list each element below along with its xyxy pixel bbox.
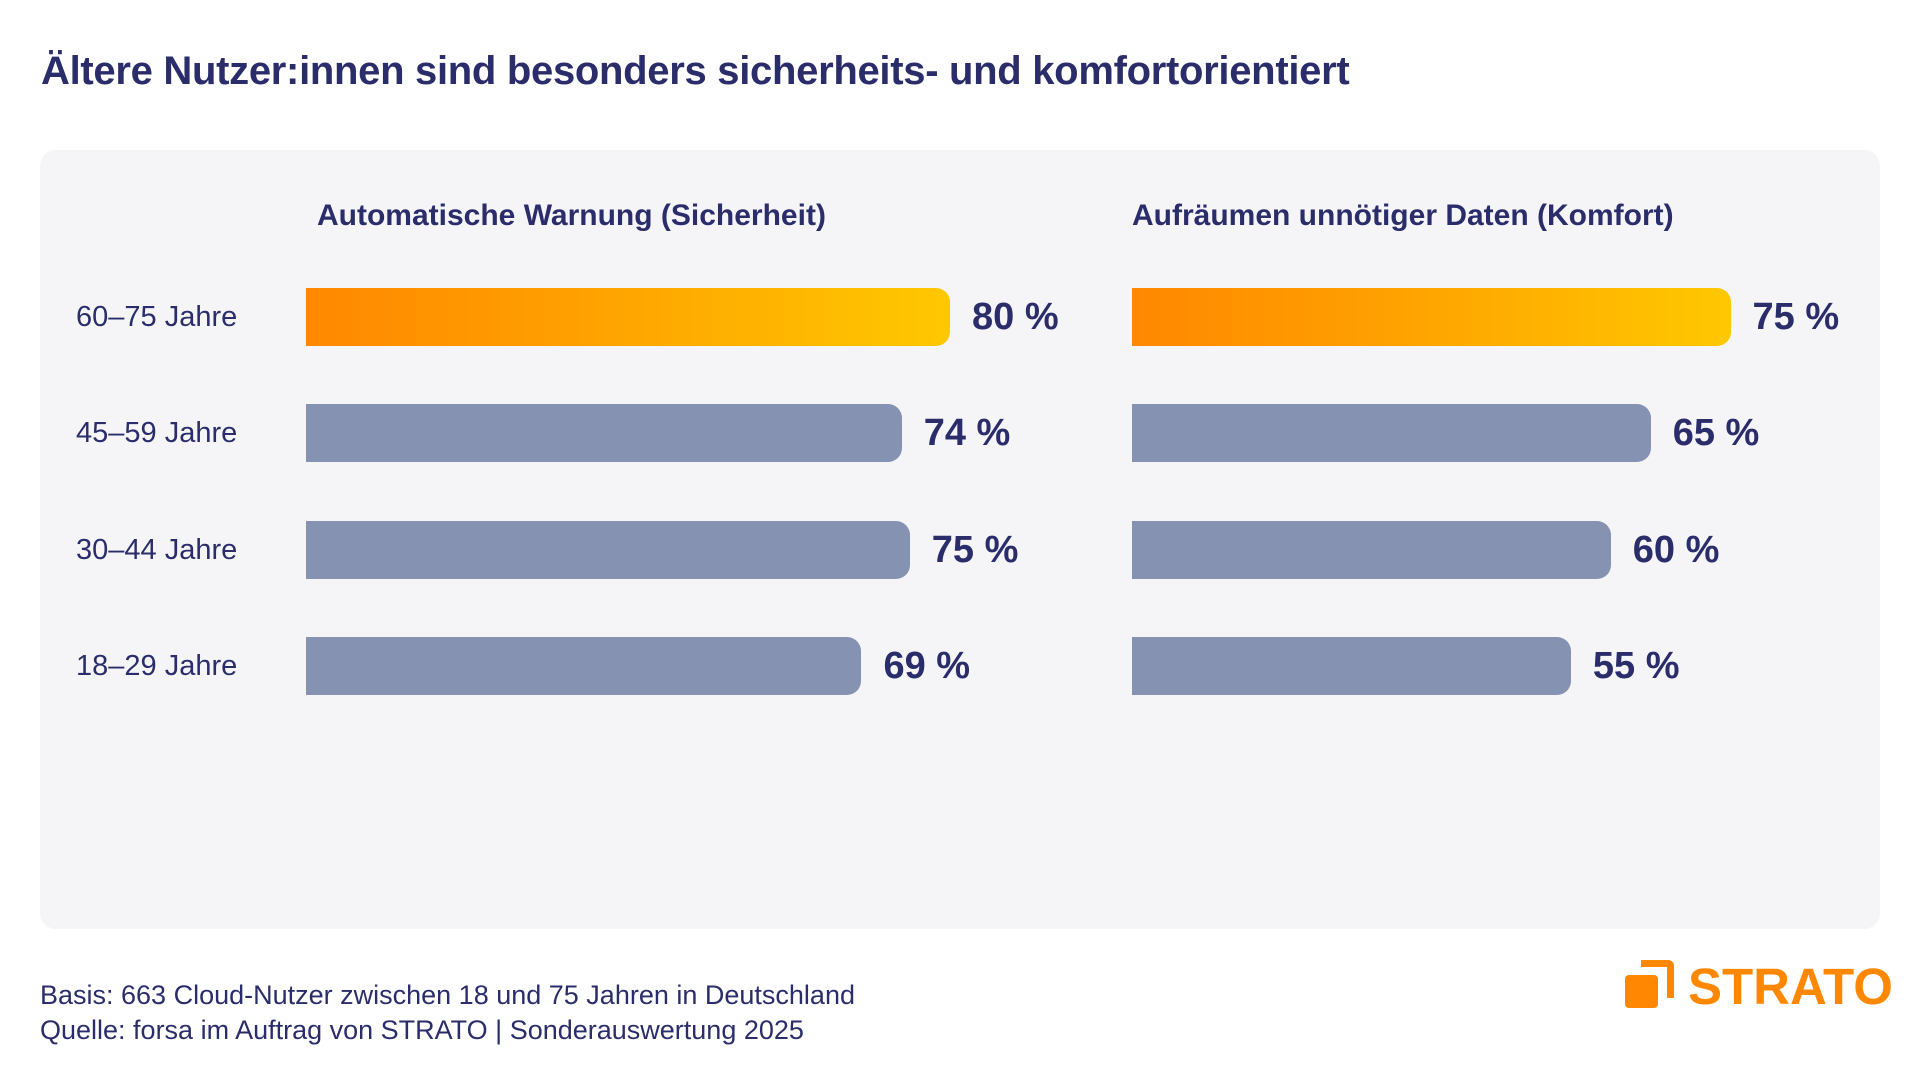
- category-label: 18–29 Jahre: [76, 650, 238, 682]
- strato-logo: STRATO: [1622, 955, 1893, 1015]
- bar-comfort: [1132, 404, 1651, 462]
- value-label: 65 %: [1672, 412, 1760, 454]
- bar-security: [306, 637, 862, 695]
- value-label: 80 %: [972, 296, 1059, 338]
- bar-security: [306, 521, 910, 579]
- category-label: 30–44 Jahre: [76, 534, 238, 566]
- bar-security: [306, 288, 950, 346]
- bar-comfort: [1132, 288, 1731, 346]
- chart-title-security: Automatische Warnung (Sicherheit): [317, 199, 826, 232]
- bar-comfort: [1132, 521, 1611, 579]
- footer-basis: Basis: 663 Cloud-Nutzer zwischen 18 und …: [40, 980, 855, 1010]
- value-label: 69 %: [883, 645, 971, 687]
- strato-logo-text: STRATO: [1688, 958, 1893, 1015]
- strato-logo-square-icon: [1625, 975, 1658, 1008]
- page-title: Ältere Nutzer:innen sind besonders siche…: [41, 49, 1350, 93]
- category-label: 60–75 Jahre: [76, 301, 238, 333]
- bar-security: [306, 404, 902, 462]
- value-label: 74 %: [923, 412, 1011, 454]
- strato-logo-bracket-icon: [1641, 960, 1674, 998]
- value-label: 75 %: [1752, 296, 1840, 338]
- value-label: 75 %: [931, 529, 1019, 571]
- category-label: 45–59 Jahre: [76, 417, 238, 449]
- chart-title-comfort: Aufräumen unnötiger Daten (Komfort): [1132, 199, 1674, 232]
- bar-comfort: [1132, 637, 1571, 695]
- value-label: 60 %: [1632, 529, 1720, 571]
- value-label: 55 %: [1592, 645, 1680, 687]
- footer-source: Quelle: forsa im Auftrag von STRATO | So…: [40, 1015, 804, 1045]
